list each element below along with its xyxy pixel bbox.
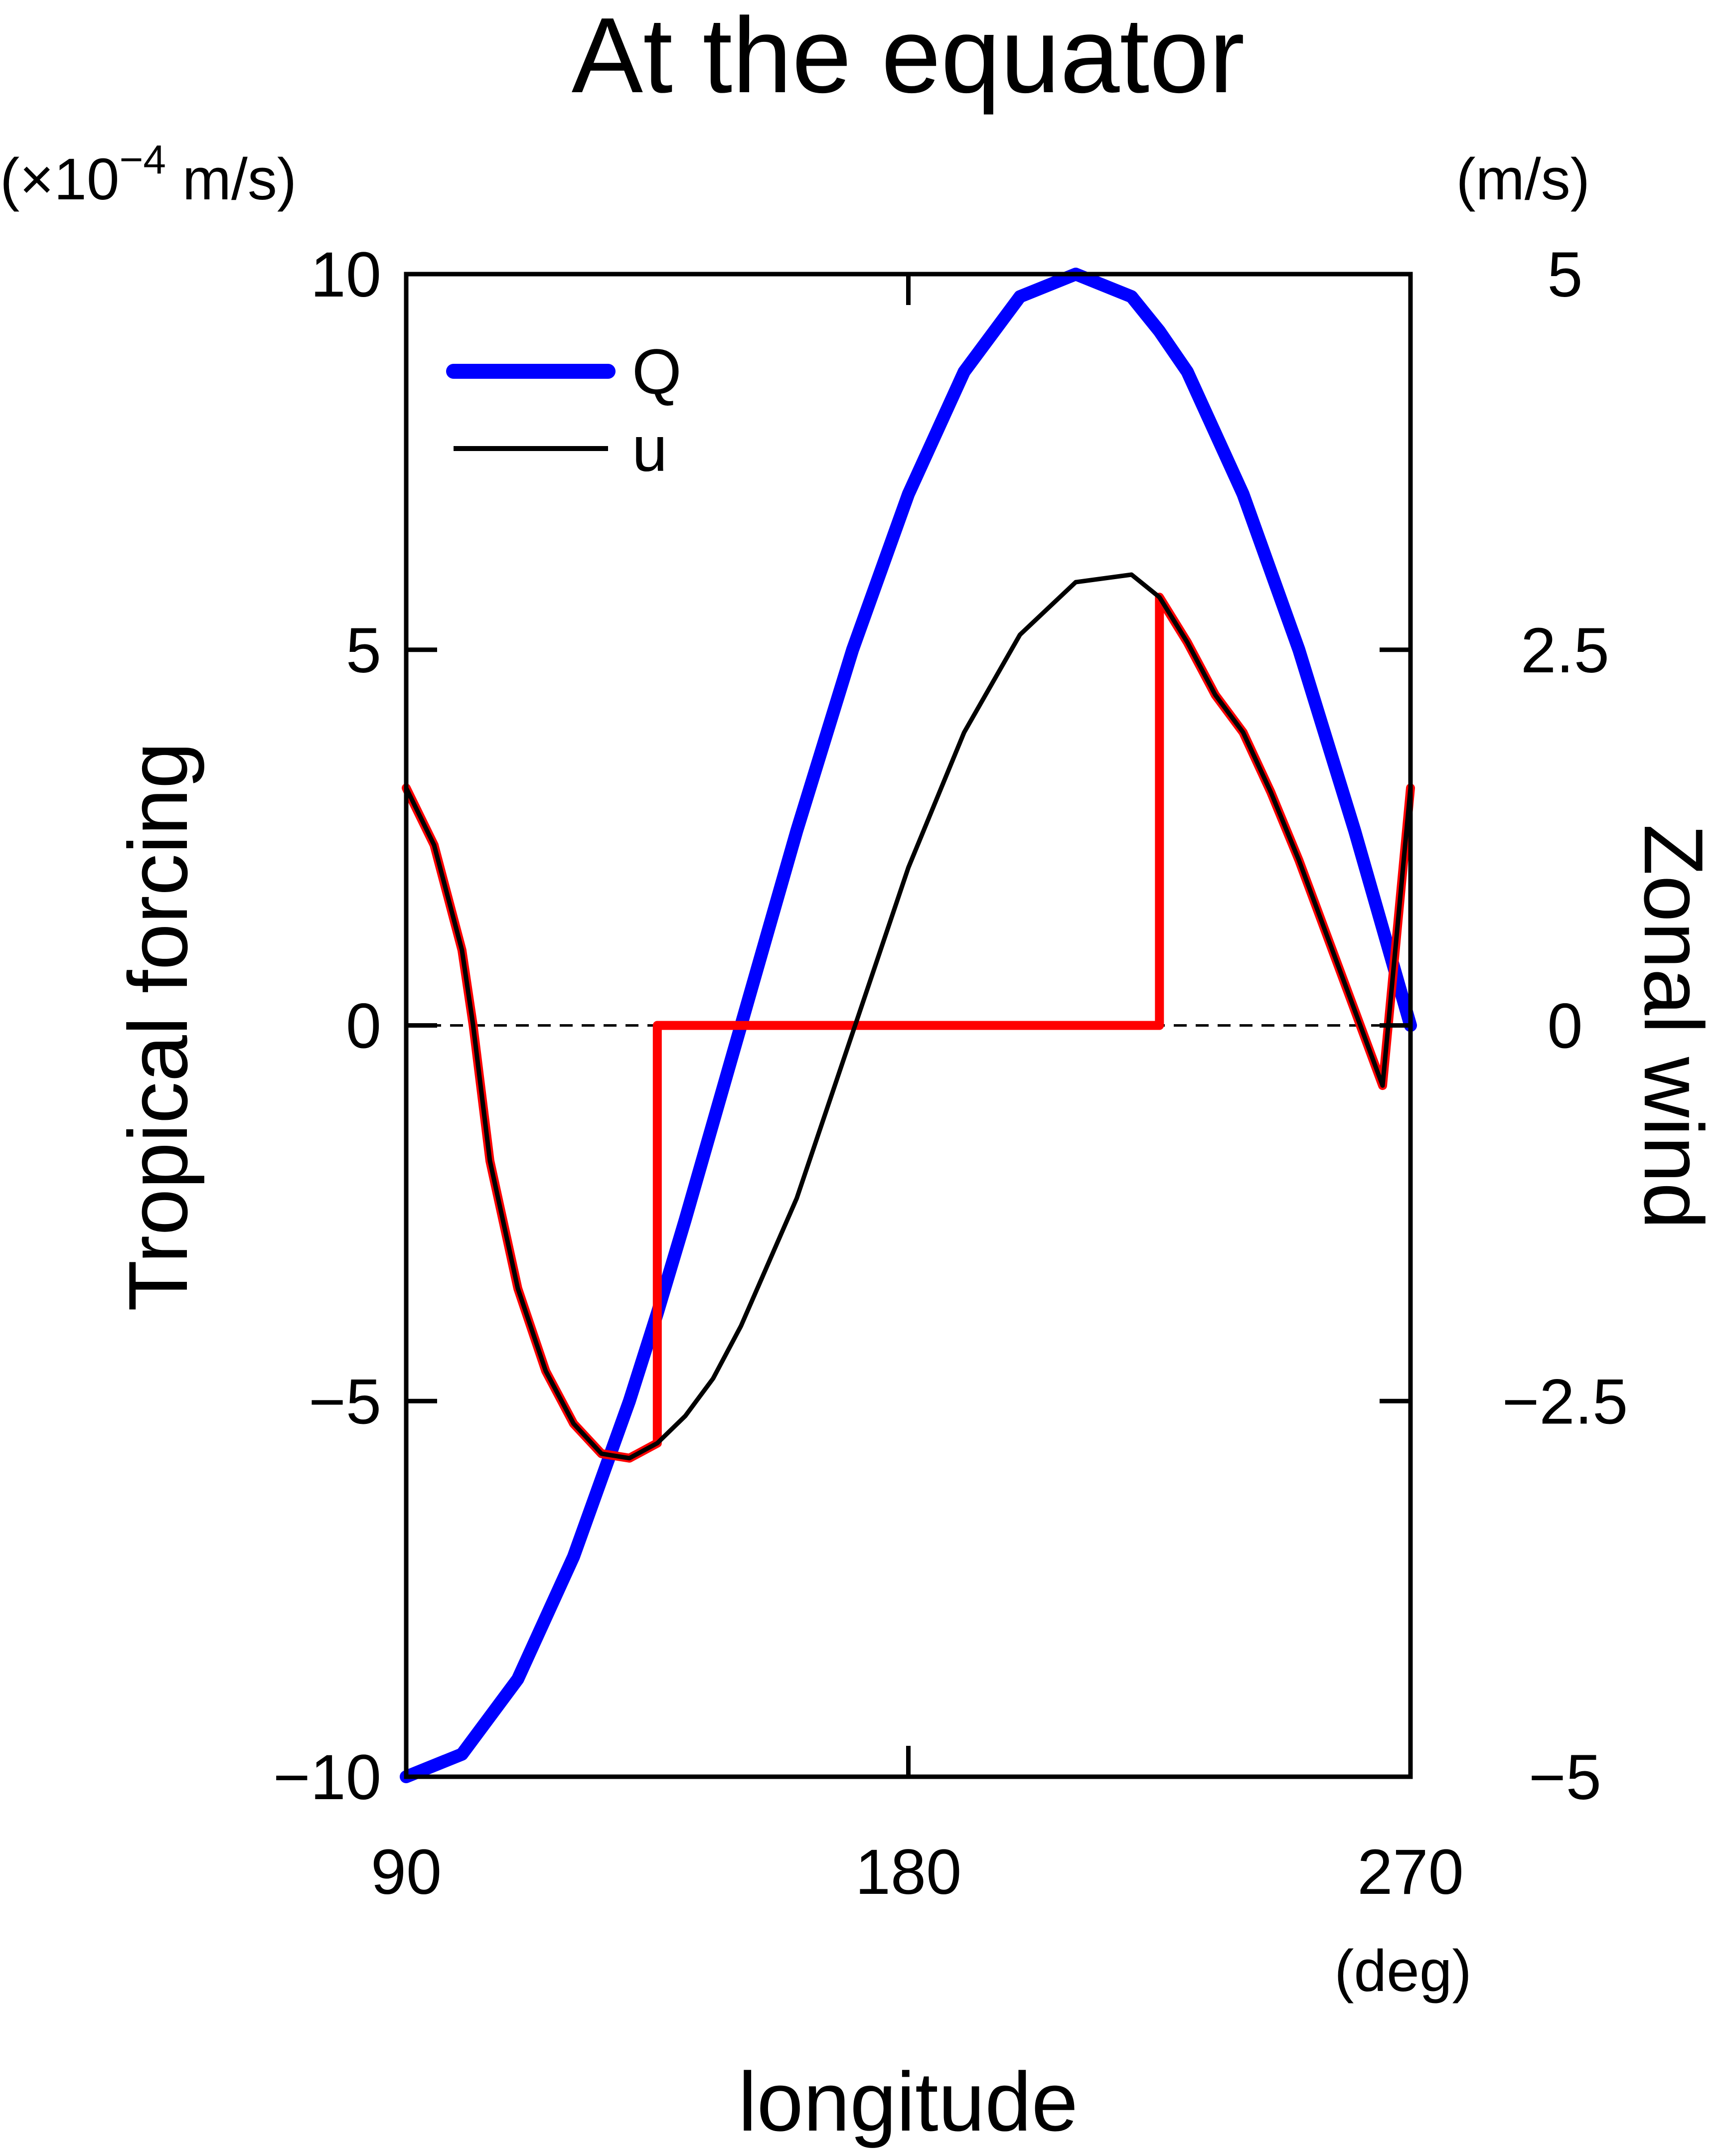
left-tick-label: 5 (346, 615, 381, 686)
series-line-u (404, 572, 1413, 1461)
left-axis-unit-exponent: −4 (119, 137, 166, 182)
legend: Q u (446, 336, 682, 485)
x-tick-label: 90 (371, 1837, 442, 1908)
plot-area (400, 268, 1417, 1783)
x-axis-ticks: 90 180 270 (371, 274, 1464, 1908)
x-axis-label: longitude (738, 2055, 1078, 2149)
x-axis-unit: (deg) (1334, 1938, 1471, 2004)
chart-title: At the equator (572, 0, 1245, 115)
series-line-q (400, 268, 1417, 1783)
right-axis-ticks: 5 2.5 0 −2.5 −5 (1380, 239, 1628, 1813)
left-tick-label: −5 (309, 1366, 381, 1437)
right-axis-unit: (m/s) (1456, 147, 1590, 212)
right-tick-label: −2.5 (1502, 1366, 1628, 1437)
left-axis-unit: (×10−4 m/s) (0, 137, 297, 212)
right-tick-label: 0 (1547, 991, 1582, 1062)
x-tick-label: 270 (1357, 1837, 1464, 1908)
legend-label-q: Q (632, 336, 682, 408)
left-axis-unit-tail: m/s) (166, 147, 297, 212)
left-axis-label: Tropical forcing (111, 742, 205, 1311)
right-axis-label: Zonal wind (1627, 824, 1721, 1229)
left-tick-label: 0 (346, 991, 381, 1062)
left-tick-label: 10 (311, 239, 381, 310)
right-tick-label: 2.5 (1521, 615, 1609, 686)
x-tick-label: 180 (855, 1837, 962, 1908)
left-axis-unit-base: (×10 (0, 147, 119, 212)
left-tick-label: −10 (273, 1742, 381, 1813)
right-tick-label: 5 (1547, 239, 1582, 310)
left-axis-ticks: 10 5 0 −5 −10 (273, 239, 437, 1813)
highlight-line (402, 593, 1415, 1463)
legend-label-u: u (632, 414, 667, 485)
right-tick-label: −5 (1529, 1742, 1601, 1813)
